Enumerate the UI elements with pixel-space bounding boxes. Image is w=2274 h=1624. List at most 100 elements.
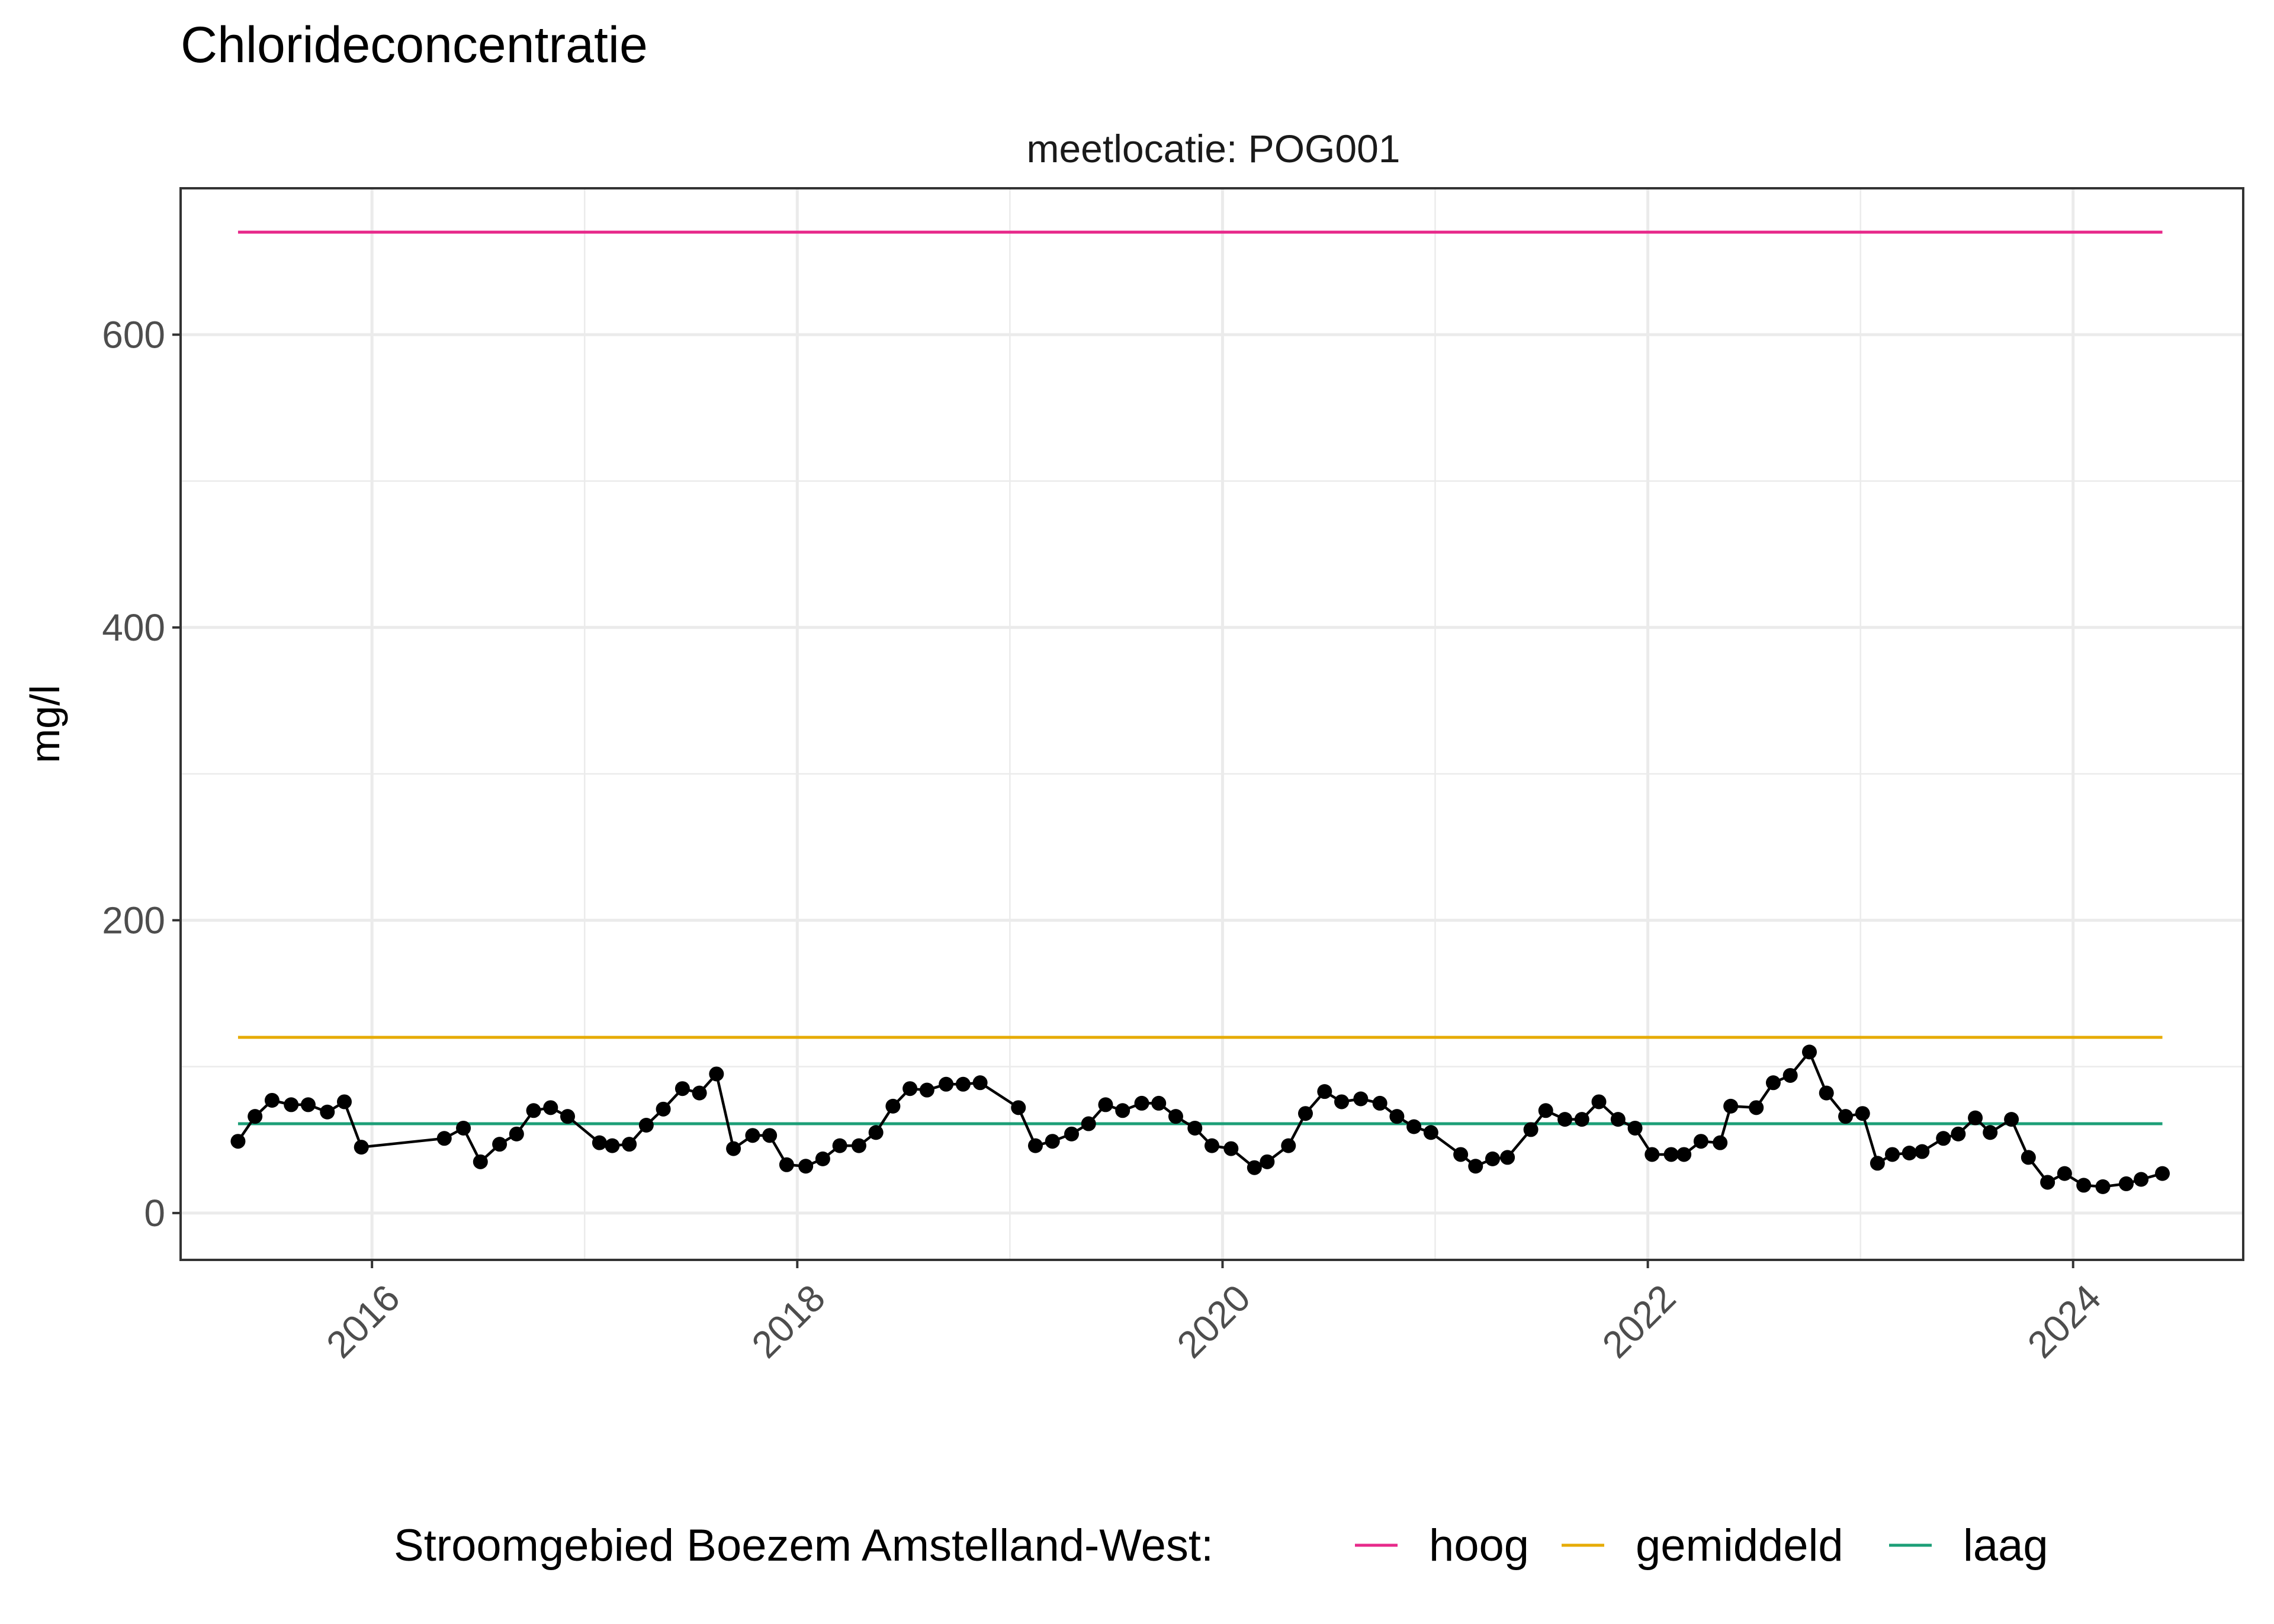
data-point [248, 1109, 263, 1124]
data-point [1538, 1103, 1553, 1118]
data-point [1855, 1106, 1870, 1121]
data-point [1676, 1147, 1692, 1162]
data-point [919, 1082, 934, 1098]
data-point [1406, 1119, 1422, 1134]
data-point [1468, 1159, 1483, 1174]
data-point [284, 1097, 299, 1112]
data-point [1574, 1112, 1589, 1127]
data-point [1645, 1147, 1660, 1162]
data-point [832, 1138, 847, 1153]
data-point [605, 1138, 620, 1153]
data-point [868, 1125, 884, 1140]
x-tick-label: 2020 [1169, 1276, 1259, 1366]
data-point [815, 1151, 830, 1166]
data-point [1247, 1160, 1262, 1175]
data-point [1801, 1044, 1817, 1060]
data-point [1663, 1147, 1679, 1162]
data-point [1782, 1067, 1798, 1083]
legend-items: hoog gemiddeld laag [1355, 1520, 2048, 1571]
data-point [2076, 1178, 2092, 1193]
data-point [1885, 1147, 1900, 1162]
legend: Stroomgebied Boezem Amstelland-West: hoo… [394, 1520, 2048, 1571]
data-point [1983, 1125, 1998, 1140]
data-point [1317, 1084, 1332, 1099]
data-point [1064, 1126, 1080, 1141]
data-point [1627, 1120, 1643, 1136]
data-point [972, 1075, 988, 1091]
data-point [1372, 1095, 1387, 1111]
data-point [2095, 1179, 2111, 1194]
data-point [675, 1081, 690, 1096]
data-point [2134, 1172, 2149, 1187]
grid-minor [181, 187, 2243, 1260]
reference-lines [237, 230, 2163, 1125]
data-point [709, 1066, 724, 1082]
x-tick-label: 2016 [318, 1276, 408, 1366]
legend-title: Stroomgebied Boezem Amstelland-West: [394, 1520, 1213, 1571]
series-layer [230, 1044, 2170, 1194]
data-point [436, 1131, 452, 1146]
data-point [1870, 1156, 1885, 1171]
data-point [1423, 1125, 1438, 1140]
data-point [2057, 1166, 2072, 1181]
data-point [1838, 1109, 1854, 1124]
data-point [762, 1128, 778, 1143]
data-point [2155, 1166, 2170, 1181]
data-point [692, 1085, 707, 1101]
data-point [638, 1118, 654, 1133]
data-point [1915, 1144, 1930, 1159]
data-point [354, 1140, 369, 1155]
data-point [798, 1159, 814, 1174]
data-point [1557, 1112, 1573, 1127]
x-tick-label: 2024 [2019, 1276, 2109, 1366]
data-point [1098, 1097, 1113, 1112]
data-point [1765, 1075, 1781, 1091]
data-point [1749, 1100, 1764, 1115]
data-point [885, 1098, 901, 1114]
x-axis: 2016 2018 2020 2022 2024 [318, 1260, 2109, 1366]
data-point [1187, 1120, 1203, 1136]
y-axis-label: mg/l [22, 685, 68, 763]
chart-title: Chlorideconcentratie [181, 17, 648, 73]
data-point [955, 1076, 971, 1092]
plot-panel-border [179, 187, 2244, 1261]
data-point [592, 1135, 607, 1150]
data-point [1693, 1134, 1708, 1149]
x-tick-label: 2022 [1594, 1276, 1684, 1366]
data-point [1389, 1109, 1405, 1124]
data-point [1951, 1126, 1966, 1141]
data-point [1713, 1135, 1728, 1150]
data-point [1936, 1131, 1951, 1146]
data-point [2040, 1175, 2055, 1190]
data-point [264, 1092, 280, 1108]
data-point [456, 1120, 471, 1136]
data-point [1281, 1138, 1296, 1153]
x-tick-label: 2018 [743, 1276, 833, 1366]
data-point [473, 1154, 488, 1169]
data-point [1011, 1100, 1026, 1115]
data-point [1081, 1116, 1096, 1131]
grid-major [181, 188, 2243, 1260]
data-point [745, 1128, 760, 1143]
legend-label-hoog: hoog [1429, 1520, 1529, 1571]
data-point [1045, 1134, 1060, 1149]
data-point [509, 1126, 524, 1141]
data-point [1819, 1085, 1834, 1101]
data-point [1723, 1098, 1739, 1114]
legend-label-laag: laag [1963, 1520, 2048, 1571]
data-point [1151, 1095, 1167, 1111]
data-point [1223, 1141, 1239, 1156]
data-point [2021, 1150, 2036, 1165]
data-point [1453, 1147, 1469, 1162]
data-point [1260, 1154, 1275, 1169]
data-point [726, 1141, 741, 1156]
data-point [230, 1134, 246, 1149]
data-point [1610, 1112, 1626, 1127]
data-point [320, 1104, 335, 1120]
data-point [1205, 1138, 1219, 1153]
data-point [543, 1100, 558, 1115]
data-point [1168, 1109, 1183, 1124]
data-point [779, 1157, 794, 1172]
y-tick-label: 0 [144, 1192, 165, 1234]
